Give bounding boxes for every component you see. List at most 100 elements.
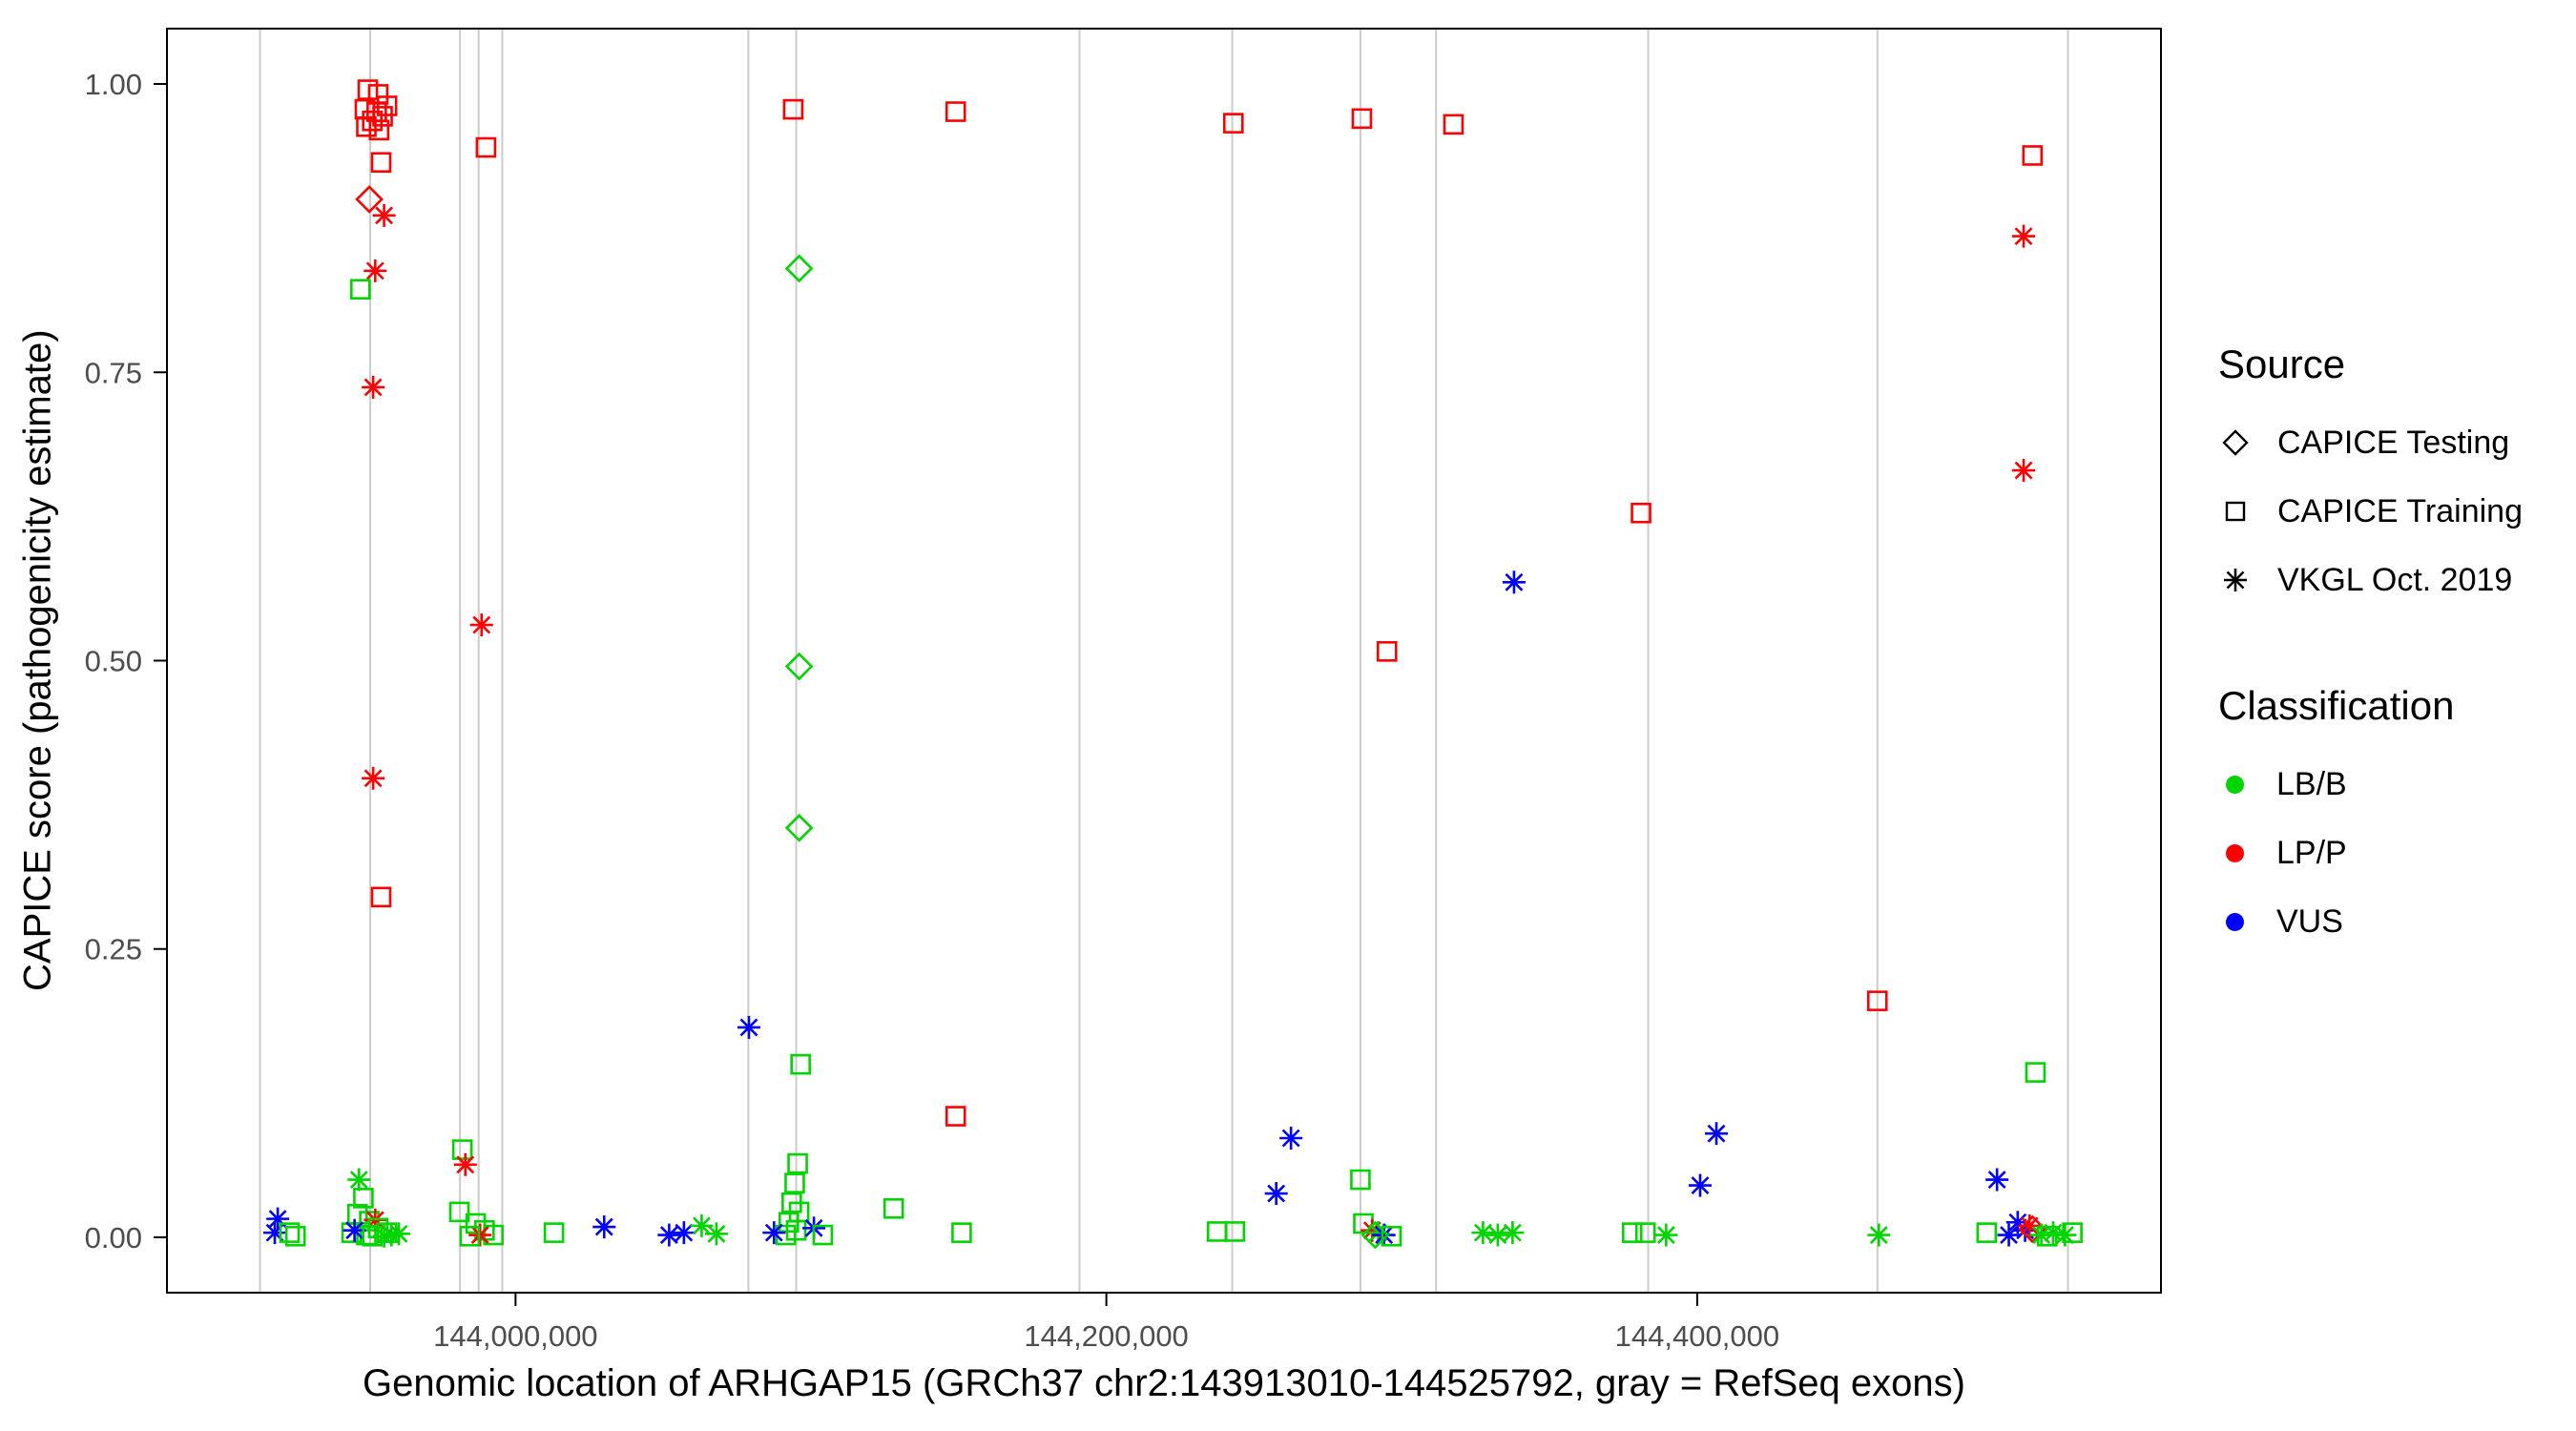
data-point <box>1631 502 1652 524</box>
data-point <box>657 1223 681 1247</box>
data-point <box>355 185 384 214</box>
classification-dot <box>2226 912 2244 931</box>
legend-classification-title: Classification <box>2218 683 2455 728</box>
data-point <box>1866 990 1888 1011</box>
data-point <box>1222 113 1244 134</box>
data-point <box>1621 1222 1643 1243</box>
data-point <box>362 110 383 132</box>
legend-item-label: VKGL Oct. 2019 <box>2277 561 2513 598</box>
data-point <box>782 98 804 120</box>
data-point <box>1264 1182 1288 1206</box>
data-point <box>543 1222 565 1243</box>
diamond-icon <box>2222 429 2249 456</box>
data-point <box>372 1224 396 1248</box>
data-point <box>284 1225 306 1247</box>
x-axis-title: Genomic location of ARHGAP15 (GRCh37 chr… <box>363 1362 1965 1404</box>
legend-item-capice-training: CAPICE Training <box>2218 490 2571 532</box>
data-point <box>784 813 814 842</box>
data-point <box>812 1224 834 1246</box>
data-point <box>1997 1223 2021 1247</box>
data-point <box>1502 570 1526 594</box>
classification-dot <box>2226 775 2244 794</box>
y-axis-title: CAPICE score (pathogenicity estimate) <box>16 329 59 992</box>
legend: Source CAPICE Testing CAPICE Training <box>2218 342 2571 969</box>
data-point <box>951 1222 972 1243</box>
legend-item-vkgl: VKGL Oct. 2019 <box>2218 559 2571 601</box>
data-point <box>347 1168 371 1192</box>
x-tick-label: 144,400,000 <box>1615 1319 1779 1353</box>
y-tick-label: 0.25 <box>85 933 142 966</box>
data-point <box>1350 1169 1371 1191</box>
data-point <box>1976 1222 1998 1243</box>
square-icon <box>2225 501 2246 522</box>
data-point <box>672 1221 696 1245</box>
data-point <box>279 1222 301 1243</box>
data-point <box>372 106 393 127</box>
legend-item-vus: VUS <box>2218 901 2571 943</box>
data-point <box>2022 145 2044 166</box>
classification-dot <box>2226 843 2244 862</box>
data-point <box>364 259 387 282</box>
legend-item-capice-testing: CAPICE Testing <box>2218 422 2571 464</box>
data-point <box>787 1152 808 1174</box>
data-point <box>1206 1221 1228 1242</box>
x-tick-label: 144,000,000 <box>433 1319 597 1353</box>
data-point <box>468 1223 492 1247</box>
data-point <box>945 1106 966 1127</box>
data-point <box>2025 1062 2046 1083</box>
data-point <box>883 1197 904 1219</box>
data-point <box>2062 1222 2083 1243</box>
data-point <box>784 254 814 283</box>
data-point <box>372 203 396 227</box>
data-point <box>704 1222 728 1246</box>
data-point <box>475 136 497 158</box>
data-point <box>1376 641 1398 662</box>
data-point <box>353 1188 374 1209</box>
x-tick-label: 144,200,000 <box>1024 1319 1188 1353</box>
data-point <box>376 95 398 116</box>
data-point <box>362 766 385 790</box>
data-point <box>362 375 385 399</box>
data-point <box>357 79 379 100</box>
data-point <box>1985 1168 2009 1192</box>
data-point <box>737 1015 760 1039</box>
data-point <box>1471 1221 1495 1245</box>
data-point <box>469 613 493 637</box>
data-point <box>1351 108 1373 130</box>
data-point <box>1279 1127 1303 1151</box>
legend-item-lbb: LB/B <box>2218 763 2571 805</box>
legend-item-label: VUS <box>2276 902 2343 940</box>
data-point <box>448 1201 470 1223</box>
data-point <box>762 1221 786 1245</box>
asterisk-icon <box>2224 569 2247 591</box>
legend-item-label: CAPICE Testing <box>2277 424 2510 461</box>
data-point <box>1634 1222 1656 1243</box>
data-point <box>2012 459 2036 483</box>
data-point <box>2036 1225 2058 1247</box>
data-point <box>1688 1173 1712 1197</box>
data-point <box>341 1222 363 1243</box>
data-point <box>1705 1122 1729 1146</box>
data-point <box>945 101 966 122</box>
data-point <box>784 652 814 681</box>
data-point <box>459 1225 481 1247</box>
data-point <box>785 1219 807 1241</box>
data-point <box>370 152 392 174</box>
y-tick-label: 1.00 <box>85 68 142 101</box>
data-point <box>387 1222 411 1246</box>
legend-group-source: Source CAPICE Testing CAPICE Training <box>2218 342 2571 628</box>
data-point <box>1224 1221 1246 1242</box>
legend-group-classification: Classification LB/B LP/P VUS <box>2218 683 2571 969</box>
data-point <box>356 115 377 137</box>
data-point <box>1443 114 1465 135</box>
data-point <box>592 1215 616 1239</box>
y-tick-label: 0.75 <box>85 356 142 389</box>
data-point <box>784 1172 805 1193</box>
data-point <box>1381 1225 1402 1247</box>
data-point <box>453 1152 477 1176</box>
y-tick-label: 0.50 <box>85 645 142 678</box>
data-point <box>370 886 392 908</box>
legend-item-label: CAPICE Training <box>2277 492 2523 529</box>
data-point <box>1867 1223 1891 1247</box>
